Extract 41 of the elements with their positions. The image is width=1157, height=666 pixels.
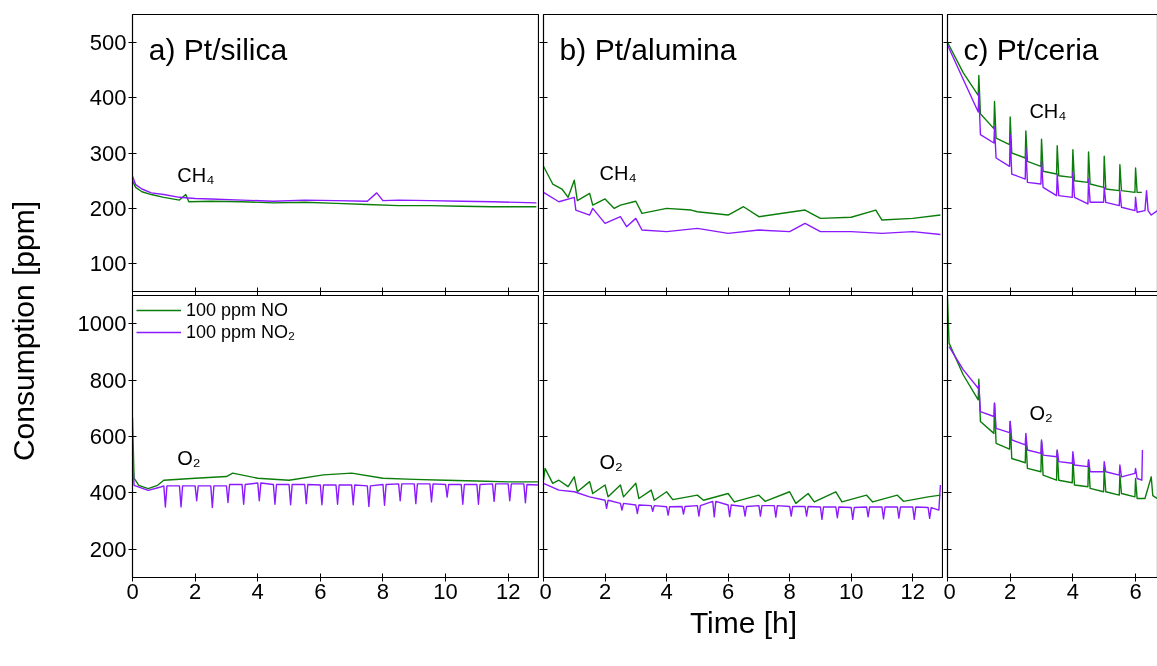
y-axis-title: Consumption [ppm] [7, 200, 41, 462]
y-tick-label: 200 [89, 536, 127, 562]
y-tick-label: 200 [89, 195, 127, 221]
y-tick-label: 1000 [77, 311, 127, 337]
y-tick-label: 400 [89, 85, 127, 111]
x-tick-label: 0 [943, 578, 956, 604]
x-axis-title: Time [h] [689, 605, 798, 639]
y-tick-label: 100 [89, 251, 127, 277]
x-tick-label: 0 [126, 578, 139, 604]
y-tick-label: 500 [89, 29, 127, 55]
x-tick-label: 12 [900, 578, 925, 604]
x-tick-label: 4 [660, 578, 673, 604]
x-tick-label: 8 [376, 578, 390, 604]
y-tick-label: 300 [89, 140, 127, 166]
x-tick-label: 0 [539, 578, 552, 604]
x-tick-label: 12 [495, 578, 521, 604]
legend-label: 100 ppm NO [186, 299, 289, 321]
annotation: CH₄ [1029, 99, 1067, 122]
text: c) Pt/ceria [963, 32, 1099, 66]
annotation: CH₄ [599, 162, 637, 185]
x-tick-label: 2 [1004, 578, 1017, 604]
x-tick-label: 8 [783, 578, 796, 604]
x-tick-label: 4 [251, 578, 264, 604]
text: b) Pt/alumina [559, 32, 737, 66]
x-tick-label: 2 [189, 578, 202, 604]
text: a) Pt/silica [148, 32, 288, 66]
y-tick-label: 800 [89, 367, 127, 393]
x-tick-label: 6 [722, 578, 735, 604]
y-tick-label: 600 [89, 424, 127, 449]
legend-label: 100 ppm NO₂ [186, 321, 296, 343]
x-tick-label: 10 [433, 578, 458, 604]
x-tick-label: 10 [838, 578, 864, 604]
annotation: O₂ [1029, 402, 1053, 425]
annotation: CH₄ [177, 163, 215, 186]
x-tick-label: 4 [1066, 578, 1080, 604]
x-tick-label: 6 [314, 578, 327, 604]
y-tick-label: 400 [89, 480, 127, 506]
x-tick-label: 6 [1129, 578, 1142, 604]
annotation: O₂ [177, 447, 201, 470]
x-tick-label: 2 [598, 578, 612, 604]
annotation: O₂ [599, 450, 623, 473]
